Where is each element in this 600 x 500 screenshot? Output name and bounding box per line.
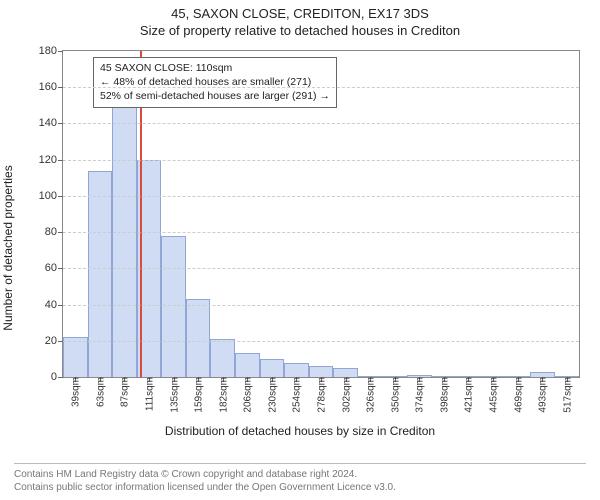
y-tick-label: 120 [39,154,63,166]
x-tick-label: 326sqm [364,377,377,413]
x-tick-label: 159sqm [192,377,205,413]
x-tick-label: 39sqm [69,377,82,407]
chart-container: Number of detached properties 45 SAXON C… [0,40,600,442]
x-tick-label: 374sqm [413,377,426,413]
histogram-bar [210,339,235,377]
x-tick-label: 87sqm [118,377,131,407]
footer-line-licence: Contains public sector information licen… [14,481,586,494]
histogram-bar [161,236,186,377]
x-tick-label: 111sqm [143,377,156,411]
histogram-bar [235,353,260,377]
x-tick-label: 350sqm [388,377,401,413]
y-tick-label: 100 [39,190,63,202]
grid-line [63,268,579,269]
x-tick-label: 517sqm [560,377,573,413]
annotation-box: 45 SAXON CLOSE: 110sqm ← 48% of detached… [93,57,337,108]
x-tick-label: 469sqm [511,377,524,413]
footer: Contains HM Land Registry data © Crown c… [14,463,586,494]
histogram-bar [333,368,358,377]
grid-line [63,341,579,342]
y-tick-label: 140 [39,117,63,129]
y-tick-label: 0 [51,371,63,383]
histogram-bar [309,366,334,377]
x-tick-label: 63sqm [93,377,106,407]
x-tick-label: 421sqm [462,377,475,413]
histogram-bar [112,107,137,377]
y-tick-label: 160 [39,81,63,93]
grid-line [63,123,579,124]
histogram-bar [284,363,309,377]
grid-line [63,232,579,233]
page-subtitle: Size of property relative to detached ho… [0,21,600,38]
x-tick-label: 398sqm [437,377,450,413]
x-tick-label: 230sqm [265,377,278,413]
histogram-bar [186,299,211,377]
histogram-bar [63,337,88,377]
y-tick-label: 180 [39,45,63,57]
x-axis-title: Distribution of detached houses by size … [0,424,600,438]
grid-line [63,160,579,161]
x-tick-label: 135sqm [167,377,180,413]
y-tick-label: 20 [45,335,63,347]
plot-area: 45 SAXON CLOSE: 110sqm ← 48% of detached… [62,50,580,378]
x-tick-label: 206sqm [241,377,254,413]
grid-line [63,87,579,88]
y-tick-label: 60 [45,262,63,274]
x-tick-label: 493sqm [536,377,549,413]
histogram-bar [88,171,113,377]
footer-line-copyright: Contains HM Land Registry data © Crown c… [14,468,586,481]
x-tick-label: 182sqm [216,377,229,413]
page-title: 45, SAXON CLOSE, CREDITON, EX17 3DS [0,0,600,21]
grid-line [63,305,579,306]
annotation-line-larger: 52% of semi-detached houses are larger (… [100,89,330,103]
y-axis-title: Number of detached properties [1,165,15,330]
y-tick-label: 40 [45,299,63,311]
x-tick-label: 302sqm [339,377,352,413]
x-tick-label: 278sqm [315,377,328,413]
x-tick-label: 445sqm [487,377,500,413]
histogram-bar [260,359,285,377]
annotation-line-size: 45 SAXON CLOSE: 110sqm [100,61,330,75]
y-tick-label: 80 [45,226,63,238]
x-tick-label: 254sqm [290,377,303,413]
grid-line [63,196,579,197]
